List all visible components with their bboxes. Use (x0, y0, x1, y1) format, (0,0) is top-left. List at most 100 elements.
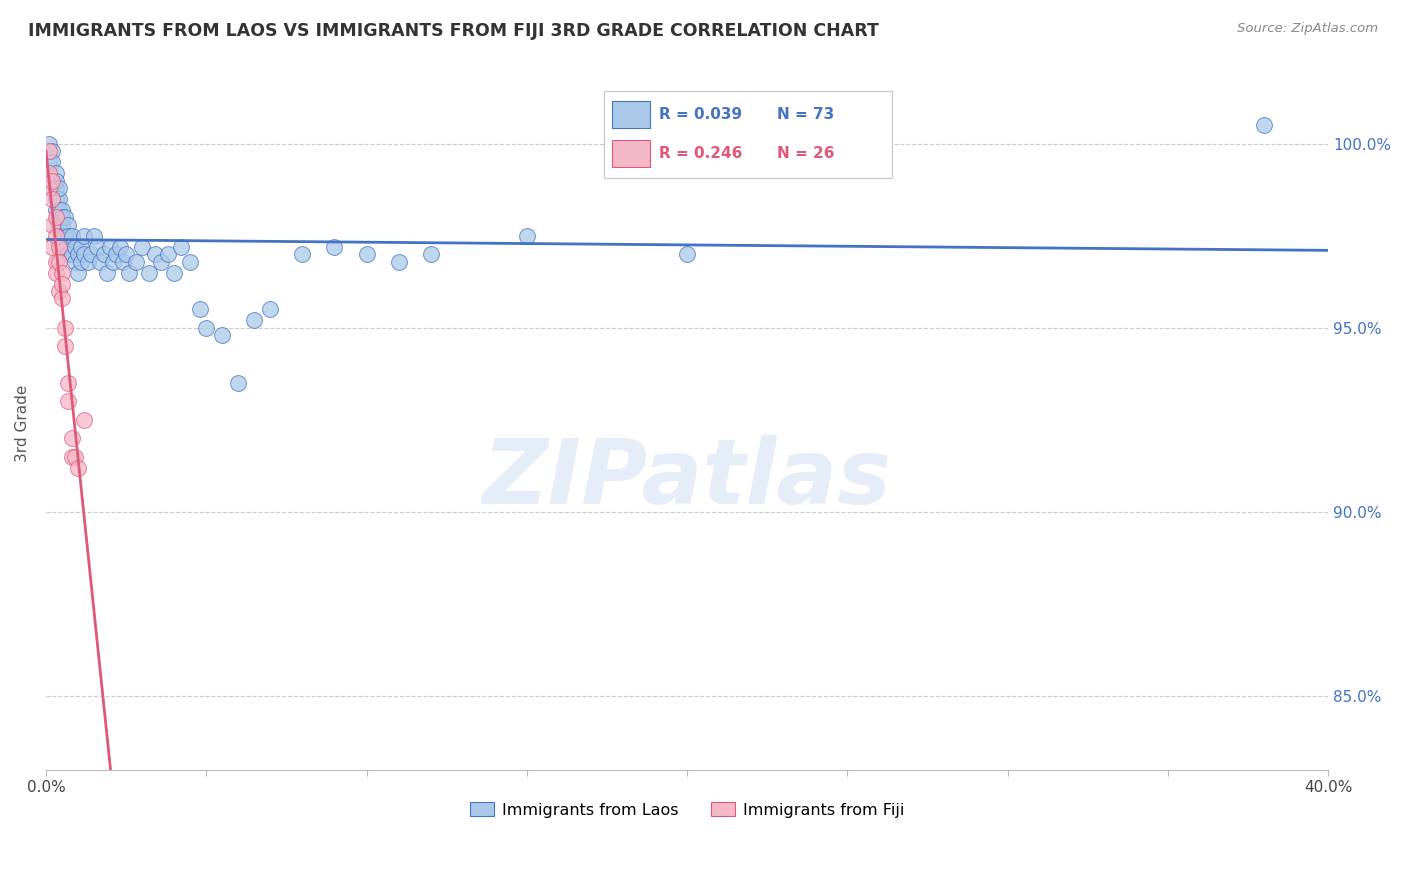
Point (51, 266, 73, 280)
Point (41, 240, 63, 254)
Point (60, 247, 83, 261)
Point (83, 228, 105, 243)
Point (243, 313, 266, 327)
Point (41, 218, 63, 232)
Point (115, 247, 138, 261)
Point (41, 181, 63, 195)
Point (38, 144, 60, 158)
Y-axis label: 3rd Grade: 3rd Grade (15, 384, 30, 462)
Point (51, 228, 73, 243)
Point (105, 247, 128, 261)
Point (76, 254, 98, 268)
Point (45, 181, 67, 195)
Point (48, 240, 70, 254)
Point (53, 228, 76, 243)
Point (163, 266, 186, 280)
Point (89, 254, 111, 268)
Point (45, 228, 67, 243)
Point (73, 413, 96, 427)
Point (676, 247, 699, 261)
Point (118, 266, 141, 280)
Point (108, 240, 131, 254)
Point (66, 266, 89, 280)
Point (73, 228, 96, 243)
Point (41, 144, 63, 158)
Point (41, 192, 63, 206)
Point (211, 328, 233, 343)
Point (45, 166, 67, 180)
Point (111, 254, 134, 268)
Point (259, 302, 281, 317)
Point (138, 266, 160, 280)
Point (53, 240, 76, 254)
Point (103, 254, 125, 268)
Point (48, 254, 70, 268)
Text: Source: ZipAtlas.com: Source: ZipAtlas.com (1237, 22, 1378, 36)
Point (38, 166, 60, 180)
Point (45, 254, 67, 268)
Point (73, 247, 96, 261)
Point (66, 460, 89, 475)
Point (58, 247, 80, 261)
Point (291, 247, 314, 261)
Point (51, 202, 73, 217)
Point (131, 240, 153, 254)
Point (63, 240, 86, 254)
Text: IMMIGRANTS FROM LAOS VS IMMIGRANTS FROM FIJI 3RD GRADE CORRELATION CHART: IMMIGRANTS FROM LAOS VS IMMIGRANTS FROM … (28, 22, 879, 40)
Point (387, 254, 409, 268)
Point (63, 450, 86, 464)
Point (188, 302, 211, 317)
Point (419, 247, 441, 261)
Point (93, 247, 115, 261)
Point (195, 321, 218, 335)
Point (58, 228, 80, 243)
Point (38, 155, 60, 169)
Point (45, 173, 67, 187)
Point (226, 376, 249, 390)
Point (86, 240, 108, 254)
Point (66, 247, 89, 261)
Point (169, 240, 191, 254)
Point (53, 339, 76, 353)
Point (70, 254, 93, 268)
Point (58, 394, 80, 409)
Point (60, 431, 83, 445)
Point (60, 450, 83, 464)
Point (143, 247, 166, 261)
Point (45, 211, 67, 225)
Point (51, 291, 73, 305)
Point (150, 254, 173, 268)
Point (63, 254, 86, 268)
Point (38, 136, 60, 151)
Point (38, 166, 60, 180)
Point (48, 192, 70, 206)
Point (60, 228, 83, 243)
Point (323, 240, 346, 254)
Legend: Immigrants from Laos, Immigrants from Fiji: Immigrants from Laos, Immigrants from Fi… (464, 796, 910, 824)
Point (48, 202, 70, 217)
Point (98, 240, 121, 254)
Text: ZIPatlas: ZIPatlas (482, 435, 891, 523)
Point (48, 181, 70, 195)
Point (53, 321, 76, 335)
Point (356, 247, 378, 261)
Point (58, 376, 80, 390)
Point (156, 247, 179, 261)
Point (125, 254, 148, 268)
Point (179, 254, 201, 268)
Point (58, 218, 80, 232)
Point (53, 211, 76, 225)
Point (41, 173, 63, 187)
Point (48, 284, 70, 298)
Point (45, 192, 67, 206)
Point (41, 155, 63, 169)
Point (38, 181, 60, 195)
Point (41, 173, 63, 187)
Point (45, 202, 67, 217)
Point (96, 266, 118, 280)
Point (80, 247, 103, 261)
Point (516, 228, 538, 243)
Point (45, 266, 67, 280)
Point (51, 277, 73, 291)
Point (48, 218, 70, 232)
